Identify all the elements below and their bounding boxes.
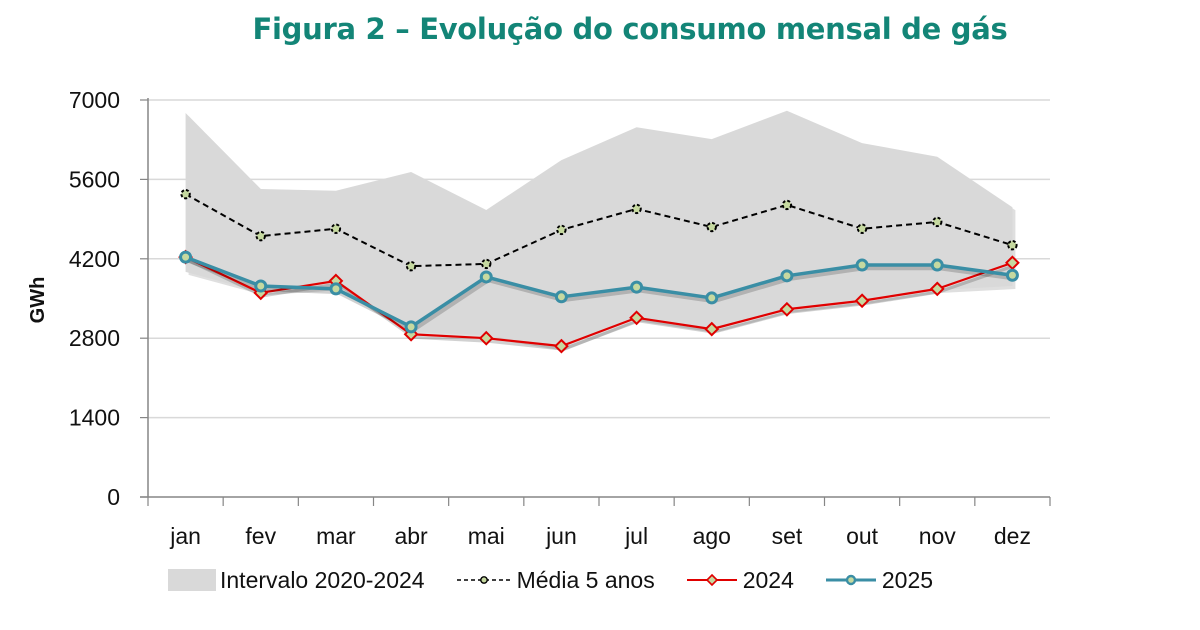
x-tick-label: ago [693, 523, 731, 549]
legend-2025-label: 2025 [881, 566, 934, 593]
data-point [704, 321, 720, 337]
legend-band-swatch [168, 569, 216, 591]
data-point [1005, 268, 1019, 282]
data-point [630, 280, 644, 294]
data-point [855, 258, 869, 272]
data-point [854, 293, 870, 309]
legend-average-label: Média 5 anos [516, 566, 655, 593]
data-point [706, 221, 717, 233]
legend-item-band: Intervalo 2020-2024 [168, 567, 425, 594]
y-tick-label: 7000 [69, 87, 120, 113]
series-layer [178, 188, 1020, 354]
data-point [330, 223, 342, 234]
data-point [1007, 239, 1018, 251]
x-tick-label: jul [624, 523, 648, 549]
data-point [631, 203, 642, 215]
data-point [629, 310, 644, 326]
y-tick-label: 1400 [69, 405, 120, 431]
x-tick-label: out [846, 523, 879, 549]
data-point [478, 330, 494, 346]
chart-title: Figura 2 – Evolução do consumo mensal de… [252, 12, 1008, 46]
legend-2024-symbol [686, 573, 737, 587]
legend-item-2025: 2025 [824, 567, 933, 594]
series-line [185, 256, 1013, 348]
data-point [255, 230, 266, 242]
series-shadow [186, 258, 1015, 351]
axes: 0 1400 2800 4200 5600 7000 jan fev mar abr mai jun j… [69, 87, 1051, 549]
legend-band-label: Intervalo 2020-2024 [220, 566, 425, 593]
y-tick-label: 0 [107, 484, 120, 510]
data-point [180, 188, 191, 200]
data-point [405, 260, 417, 272]
y-axis-label: GWh [27, 277, 49, 324]
legend-2025-symbol [825, 574, 876, 586]
data-point [479, 270, 493, 284]
data-point [932, 216, 943, 228]
data-point [179, 250, 193, 264]
data-point [556, 224, 567, 236]
x-tick-label: dez [994, 523, 1031, 549]
data-point [930, 258, 944, 272]
x-tick-label: abr [394, 523, 428, 549]
y-tick-label: 5600 [69, 166, 120, 192]
data-point [554, 290, 568, 304]
series-shadow [186, 257, 1015, 333]
data-point [856, 223, 868, 234]
x-tick-label: jan [169, 523, 201, 549]
data-point [254, 279, 268, 293]
x-tick-label: mai [468, 523, 505, 549]
legend-item-2024: 2024 [685, 567, 794, 594]
x-tick-label: jun [545, 523, 577, 549]
legend-2024-label: 2024 [742, 566, 794, 593]
data-point [404, 320, 418, 334]
x-tick-label: nov [919, 523, 957, 549]
x-tick-label: set [772, 523, 803, 549]
data-point [781, 199, 793, 211]
band-area [185, 110, 1013, 348]
data-point [780, 269, 794, 283]
y-tick-label: 2800 [69, 325, 120, 351]
data-point [705, 291, 719, 305]
legend-average-symbol [456, 576, 511, 584]
data-point [329, 282, 343, 296]
legend-item-average: Média 5 anos [455, 567, 655, 594]
data-point [929, 281, 945, 297]
data-point [481, 258, 492, 270]
series-line [185, 193, 1013, 268]
x-tick-label: mar [316, 523, 356, 549]
data-point [554, 338, 569, 354]
series-2025 [179, 250, 1019, 334]
x-tick-label: fev [245, 523, 276, 549]
data-point [779, 301, 795, 317]
series-line [184, 255, 1013, 329]
legend: Intervalo 2020-2024 Média 5 anos 2024 20… [168, 564, 963, 596]
y-tick-label: 4200 [69, 246, 120, 272]
series-m-dia-5-anos [180, 188, 1018, 272]
band-layer [185, 110, 1016, 351]
